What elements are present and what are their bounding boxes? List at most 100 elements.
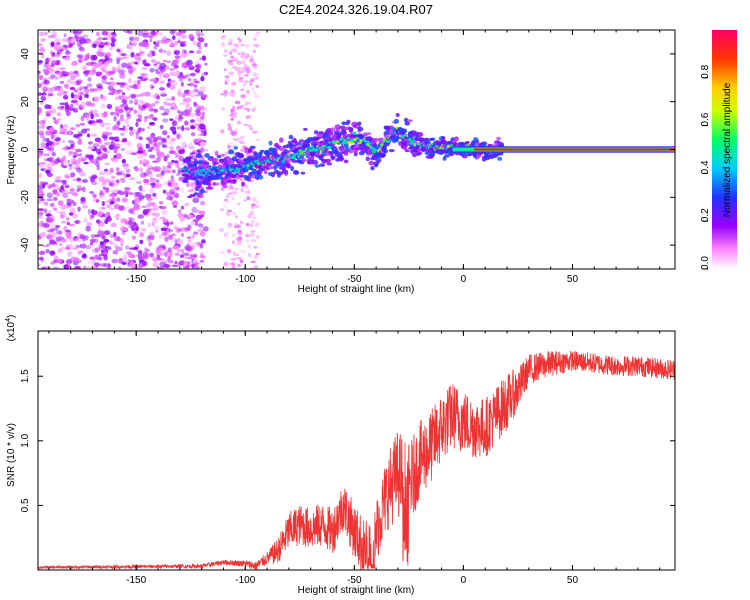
- heatmap-cell: [395, 113, 400, 117]
- heatmap-cell: [247, 213, 252, 219]
- heatmap-cell: [171, 200, 179, 206]
- heatmap-cell: [116, 120, 121, 126]
- heatmap-cell: [130, 224, 135, 230]
- heatmap-cell: [357, 126, 364, 132]
- heatmap-cell: [178, 239, 184, 245]
- heatmap-cell: [44, 31, 48, 36]
- heatmap-cell: [159, 216, 166, 220]
- heatmap-cell: [234, 128, 239, 131]
- heatmap-cell: [229, 114, 234, 117]
- heatmap-cell: [64, 185, 70, 188]
- heatmap-cell: [126, 140, 132, 147]
- heatmap-cell: [103, 230, 111, 236]
- heatmap-cell: [157, 141, 164, 146]
- heatmap-cell: [253, 37, 257, 41]
- heatmap-cell: [164, 252, 169, 258]
- heatmap-cell: [38, 83, 43, 88]
- heatmap-cell: [135, 191, 143, 198]
- heatmap-cell: [230, 261, 236, 267]
- heatmap-cell: [90, 238, 97, 243]
- heatmap-cell: [286, 163, 291, 168]
- heatmap-cell: [252, 61, 256, 65]
- heatmap-cell: [86, 115, 90, 121]
- heatmap-cell: [141, 128, 145, 132]
- heatmap-cell: [125, 192, 129, 198]
- heatmap-cell: [61, 74, 67, 77]
- heatmap-cell: [123, 165, 129, 170]
- heatmap-cell: [81, 253, 87, 259]
- heatmap-cell: [196, 41, 201, 48]
- heatmap-cell: [132, 221, 137, 226]
- heatmap-cell: [76, 86, 81, 92]
- snr-x-label: Height of straight line (km): [298, 585, 415, 596]
- heatmap-cell: [149, 187, 154, 194]
- heatmap-cell: [117, 170, 125, 176]
- colorbar-gradient: [712, 30, 737, 269]
- heatmap-cell: [166, 135, 170, 139]
- heatmap-cell: [96, 164, 100, 171]
- heatmap-cell: [129, 36, 135, 41]
- heatmap-cell: [120, 177, 125, 182]
- heatmap-cell: [121, 62, 127, 68]
- heatmap-cell: [154, 68, 159, 72]
- heatmap-cell: [137, 153, 144, 159]
- heatmap-cell: [244, 74, 249, 77]
- heatmap-cell: [86, 83, 93, 88]
- heatmap-cell: [243, 147, 250, 151]
- heatmap-cell: [96, 148, 102, 155]
- heatmap-cell: [177, 228, 183, 232]
- heatmap-cell: [162, 112, 169, 116]
- heatmap-cell: [224, 231, 228, 236]
- heatmap-cell: [102, 69, 107, 73]
- heatmap-cell: [85, 245, 92, 250]
- heatmap-cell: [145, 248, 151, 253]
- heatmap-cell: [124, 106, 130, 111]
- heatmap-cell: [237, 52, 241, 56]
- heatmap-cell: [161, 210, 168, 215]
- heatmap-cell: [131, 129, 137, 133]
- heatmap-cell: [57, 236, 64, 241]
- figure-title: C2E4.2024.326.19.04.R07: [279, 2, 433, 17]
- heatmap-cell: [226, 209, 233, 213]
- heatmap-cell: [139, 172, 143, 176]
- heatmap-cell: [94, 137, 101, 143]
- heatmap-cell: [113, 147, 118, 154]
- heatmap-cell: [67, 243, 74, 249]
- heatmap-cell: [47, 63, 52, 68]
- heatmap-cell: [176, 133, 180, 140]
- heatmap-cell: [246, 89, 250, 95]
- heatmap-cell: [38, 31, 45, 36]
- heatmap-cell: [46, 147, 51, 151]
- heatmap-cell: [44, 104, 51, 110]
- heatmap-cell: [496, 136, 501, 141]
- heatmap-cell: [118, 258, 124, 264]
- heatmap-cell: [166, 50, 172, 57]
- snr-panel: -150 -100 -50 0 50 0.5 1.0 1.5 Height of strai…: [5, 315, 676, 596]
- heatmap-cell: [197, 37, 205, 43]
- heatmap-cell: [131, 235, 136, 240]
- heatmap-cell: [38, 213, 42, 217]
- heatmap-cell: [69, 103, 74, 110]
- heatmap-cell: [341, 121, 347, 126]
- heatmap-cell: [181, 110, 189, 116]
- heatmap-cell: [135, 56, 142, 63]
- heatmap-cell: [232, 137, 237, 141]
- heatmap-cell: [237, 37, 240, 40]
- heatmap-cell: [147, 164, 153, 168]
- heatmap-cell: [189, 72, 197, 77]
- heatmap-cell: [89, 87, 96, 94]
- heatmap-cell: [169, 188, 176, 193]
- heatmap-cell: [99, 218, 107, 223]
- heatmap-cell: [192, 40, 197, 46]
- heatmap-cell: [104, 122, 111, 126]
- heatmap-cell: [163, 101, 168, 106]
- heatmap-cell: [219, 228, 224, 232]
- heatmap-cell: [199, 38, 204, 43]
- heatmap-cell: [95, 161, 100, 167]
- heatmap-cell: [177, 170, 182, 175]
- x-tick-label: -100: [235, 274, 255, 285]
- heatmap-cell: [83, 86, 88, 90]
- heatmap-cell: [199, 57, 203, 61]
- heatmap-cell: [63, 83, 69, 89]
- heatmap-cell: [95, 181, 99, 185]
